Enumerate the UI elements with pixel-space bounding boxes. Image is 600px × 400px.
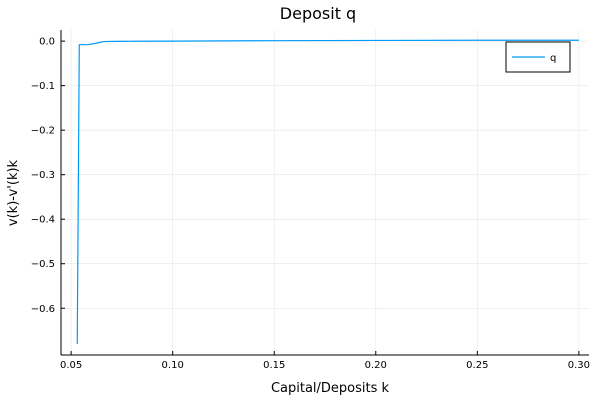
y-tick-label: −0.5 xyxy=(31,259,55,270)
y-tick-label: −0.2 xyxy=(31,126,55,137)
y-tick-label: −0.3 xyxy=(31,170,55,181)
y-tick-label: −0.1 xyxy=(31,81,55,92)
x-axis-title: Capital/Deposits k xyxy=(271,381,390,396)
x-tick-label: 0.10 xyxy=(162,360,184,371)
series-line-q xyxy=(76,39,579,344)
legend: q xyxy=(505,41,571,73)
grid xyxy=(61,30,589,355)
chart-title: Deposit q xyxy=(280,4,356,23)
x-tick-label: 0.30 xyxy=(568,360,590,371)
x-tick-label: 0.15 xyxy=(263,360,285,371)
y-axis-title: v(k)-v'(k)k xyxy=(6,159,21,226)
y-tick-label: −0.4 xyxy=(31,215,55,226)
x-tick-label: 0.25 xyxy=(466,360,488,371)
legend-label: q xyxy=(550,53,556,64)
x-tick-label: 0.20 xyxy=(365,360,387,371)
axes xyxy=(60,30,589,356)
series-lines xyxy=(76,39,579,344)
y-tick-label: 0.0 xyxy=(39,37,55,48)
x-ticks: 0.05 0.10 0.15 0.20 0.25 0.30 xyxy=(60,351,590,371)
x-tick-label: 0.05 xyxy=(60,360,82,371)
y-tick-label: −0.6 xyxy=(31,304,55,315)
y-ticks: 0.0 −0.1 −0.2 −0.3 −0.4 −0.5 −0.6 xyxy=(31,37,65,315)
